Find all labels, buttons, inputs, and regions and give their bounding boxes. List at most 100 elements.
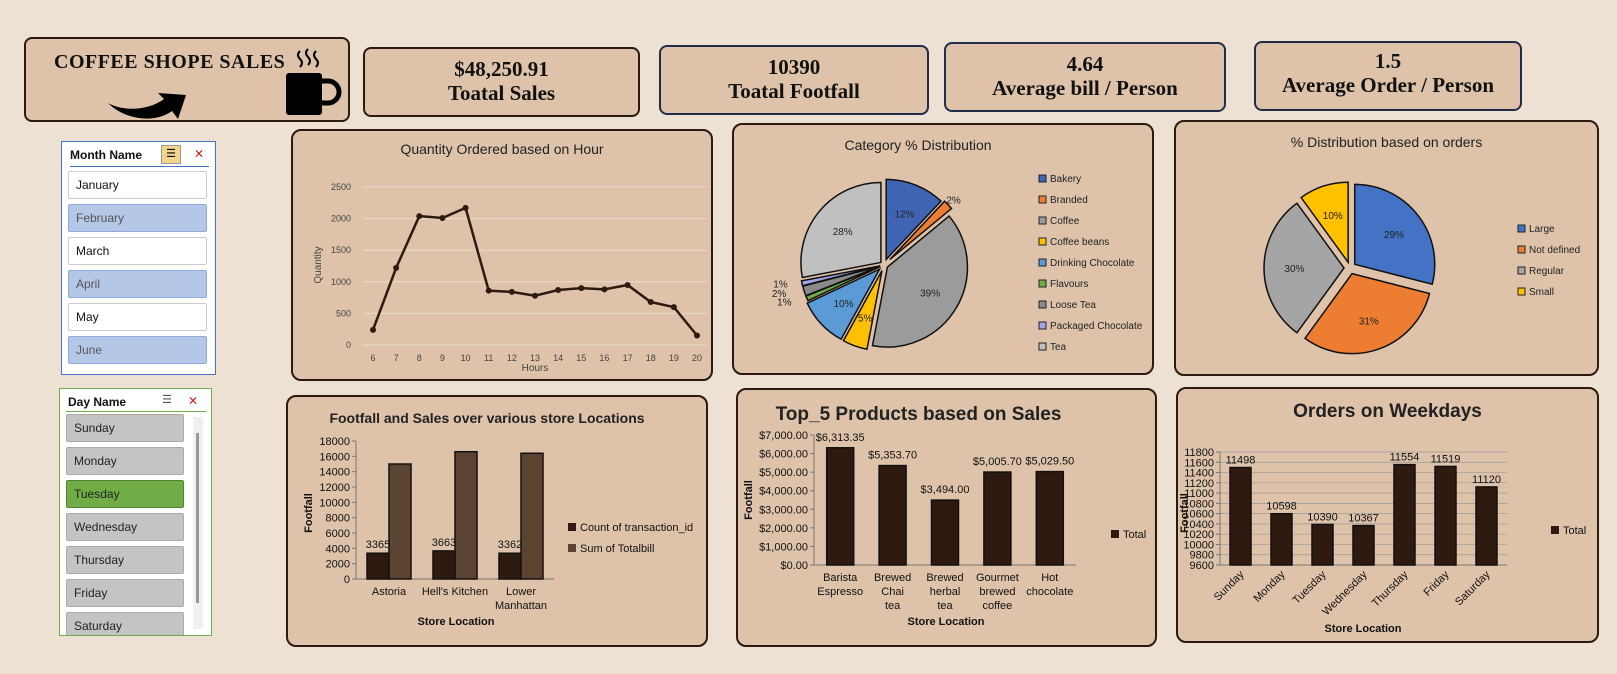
kpi-total-footfall-label: Toatal Footfall <box>728 79 860 103</box>
kpi-average-order: 1.5 Average Order / Person <box>1254 41 1522 111</box>
legend-label: Sum of Totalbill <box>580 543 654 555</box>
day-slicer-item[interactable]: Friday <box>66 579 184 607</box>
weekday-orders-card: Orders on Weekdays 9600 9800 10000 10200 104… <box>1176 387 1599 643</box>
legend-label: Small <box>1529 287 1554 298</box>
day-slicer-item[interactable]: Sunday <box>66 414 184 442</box>
data-label: 10598 <box>1266 501 1297 513</box>
bar <box>1393 463 1416 566</box>
x-tick-label: coffee <box>983 600 1013 612</box>
pie-slice <box>1303 272 1431 355</box>
dashboard-title: COFFEE SHOPE SALES <box>54 51 286 73</box>
y-tick-label: 11800 <box>1184 447 1214 459</box>
y-tick-label: $6,000.00 <box>759 449 808 461</box>
x-tick-label: 16 <box>599 353 609 363</box>
legend-marker <box>1551 526 1559 534</box>
y-tick-label: 12000 <box>319 482 350 494</box>
kpi-average-bill-value: 4.64 <box>1066 52 1104 76</box>
arrow-icon <box>108 93 186 119</box>
y-tick-label: 16000 <box>319 451 350 463</box>
month-slicer-header: Month Name <box>70 148 142 162</box>
legend-marker <box>1038 279 1047 288</box>
legend-marker <box>1038 174 1047 183</box>
month-slicer-item[interactable]: January <box>68 171 207 199</box>
clear-filter-icon[interactable]: ⨯ <box>187 393 199 407</box>
legend-label: Coffee beans <box>1050 237 1109 248</box>
data-label: $5,029.50 <box>1025 456 1074 468</box>
day-slicer-header: Day Name <box>68 395 127 409</box>
legend-label: Regular <box>1529 266 1565 277</box>
month-slicer-item[interactable]: April <box>68 270 207 298</box>
x-tick-label: Hot <box>1041 572 1058 584</box>
bar <box>1270 512 1293 566</box>
y-tick-label: 0 <box>344 574 350 586</box>
kpi-total-sales-value: $48,250.91 <box>454 57 549 81</box>
month-slicer-item[interactable]: May <box>68 303 207 331</box>
x-axis-label: Store Location <box>1324 623 1401 635</box>
y-tick-label: 11000 <box>1184 488 1214 500</box>
x-tick-label: tea <box>937 600 953 612</box>
month-slicer-item[interactable]: June <box>68 336 207 364</box>
data-label: 10% <box>1323 211 1343 222</box>
title-card: COFFEE SHOPE SALES <box>24 37 350 122</box>
clear-filter-icon[interactable]: ⨯ <box>193 146 205 160</box>
y-tick-label: 10200 <box>1183 529 1214 541</box>
legend-marker <box>1038 237 1047 246</box>
day-slicer-item[interactable]: Wednesday <box>66 513 184 541</box>
bar <box>930 499 960 566</box>
data-point <box>508 288 515 295</box>
month-slicer-item[interactable]: March <box>68 237 207 265</box>
day-slicer-item[interactable]: Tuesday <box>66 480 184 508</box>
bar <box>1311 523 1334 566</box>
y-axis-label: Quantity <box>313 246 324 283</box>
x-tick-label: 7 <box>394 353 399 363</box>
x-tick-label: Sunday <box>1212 568 1247 603</box>
legend-label: Large <box>1529 224 1555 235</box>
data-label: 1% <box>777 298 792 309</box>
data-label: 39% <box>920 288 940 299</box>
bar <box>1352 524 1375 566</box>
y-tick-label: $7,000.00 <box>759 430 808 442</box>
data-label: 5% <box>858 313 873 324</box>
top-products-card: Top_5 Products based on Sales $0.00 $1,00… <box>736 388 1157 647</box>
chart-title: Category % Distribution <box>844 137 992 153</box>
y-tick-label: 1000 <box>331 277 351 287</box>
day-slicer-scrollbar[interactable] <box>193 417 203 629</box>
day-slicer-item[interactable]: Saturday <box>66 612 184 635</box>
category-pie-card: Category % Distribution 12% 2% 39% 5% 10% 1% 2… <box>732 123 1154 375</box>
x-tick-label: 14 <box>553 353 563 363</box>
month-slicer-item[interactable]: February <box>68 204 207 232</box>
y-axis-label: Footfall <box>743 480 755 520</box>
x-tick-label: 12 <box>507 353 517 363</box>
bar <box>1434 465 1457 566</box>
data-label: 3362 <box>498 539 522 551</box>
multi-select-icon[interactable]: ☰ <box>161 145 181 164</box>
day-slicer-item[interactable]: Monday <box>66 447 184 475</box>
kpi-total-sales: $48,250.91 Toatal Sales <box>363 47 640 117</box>
kpi-average-order-label: Average Order / Person <box>1281 73 1495 97</box>
bar <box>520 452 544 580</box>
y-tick-label: 11200 <box>1184 478 1214 490</box>
y-tick-label: 10600 <box>1183 509 1214 521</box>
y-tick-label: 11600 <box>1184 457 1214 469</box>
bar <box>1035 470 1065 566</box>
y-tick-label: 8000 <box>326 513 350 525</box>
chart-title: % Distribution based on orders <box>1290 134 1483 150</box>
pie-slice <box>800 265 881 287</box>
x-tick-label: Barista <box>823 572 858 584</box>
legend-marker <box>1111 530 1119 538</box>
x-tick-label: 11 <box>484 353 493 363</box>
legend-marker <box>1038 321 1047 330</box>
legend-label: Loose Tea <box>1050 300 1096 311</box>
x-tick-label: Monday <box>1251 568 1288 605</box>
bar <box>432 550 456 580</box>
day-slicer-item[interactable]: Thursday <box>66 546 184 574</box>
x-tick-label: Chai <box>881 586 904 598</box>
legend-label: Tea <box>1050 342 1067 353</box>
y-axis-label: Footfall <box>303 493 315 533</box>
x-axis-label: Store Location <box>907 616 984 628</box>
pie-slice <box>885 178 943 262</box>
x-tick-label: 17 <box>623 353 633 363</box>
data-point <box>462 204 469 211</box>
multi-select-icon[interactable]: ☰ <box>162 394 172 406</box>
kpi-average-bill-label: Average bill / Person <box>992 76 1178 100</box>
